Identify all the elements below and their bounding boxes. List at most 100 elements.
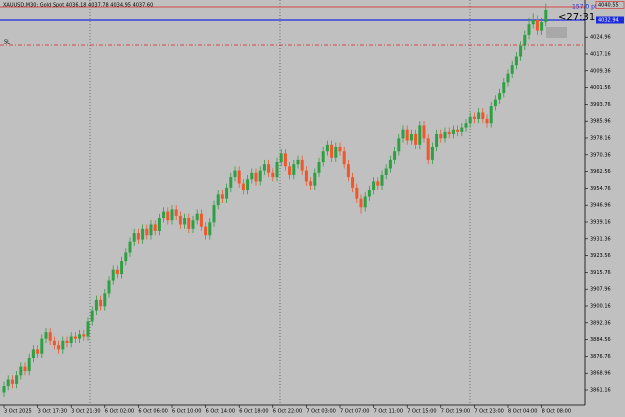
candle-body [418,125,422,145]
candle-body [472,116,476,119]
candle-body [31,349,35,359]
candle-body [90,310,94,322]
candle-body [40,338,44,354]
candle-body [149,224,153,236]
candle-body [485,118,489,124]
candle-body [69,336,73,343]
y-tick-label: 3946.96 [590,203,611,209]
candle-body [531,19,535,25]
candle-body [506,73,510,83]
x-tick-label: 7 Oct 23:00 [474,409,503,415]
candle-body [409,134,413,141]
candle-body [334,146,338,158]
candle-body [82,334,86,337]
candle-body [141,228,145,240]
candle-body [229,177,233,188]
candle-body [510,65,514,74]
candle-body [443,131,447,139]
candle-body [489,106,493,124]
y-tick-label: 3931.36 [590,236,611,242]
x-tick-label: 8 Oct 04:00 [508,409,537,415]
candle-body [136,233,140,240]
candle-body [397,138,401,152]
candle-body [233,170,237,178]
candle-body [519,45,523,57]
candle-body [464,123,468,128]
bid-box [596,16,624,24]
y-tick-label: 3962.56 [590,169,611,175]
candle-body [225,187,229,199]
y-tick-label: 3876.76 [590,354,611,360]
candle-body [254,172,258,182]
candle-body [388,159,392,169]
candle-body [540,22,544,31]
candle-body [292,164,296,175]
candle-body [61,340,65,350]
candle-body [351,177,355,188]
candle-body [94,299,98,311]
candle-body [372,181,376,191]
candle-body [204,226,208,236]
candle-body [27,358,31,371]
x-tick-label: 7 Oct 15:00 [407,409,436,415]
candle-body [535,19,539,31]
candle-body [300,159,304,171]
candle-body [241,183,245,191]
candle-body [288,166,292,175]
sl-label: SL [4,40,10,46]
candle-body [426,138,430,160]
candle-body [451,129,455,135]
candle-body [414,134,418,145]
candle-body [52,340,56,346]
y-tick-label: 3993.76 [590,102,611,108]
candle-body [132,233,136,242]
candle-body [220,194,224,199]
y-tick-label: 3915.76 [590,270,611,276]
y-tick-label: 4009.36 [590,68,611,74]
y-tick-label: 3907.96 [590,287,611,293]
candle-body [460,127,464,132]
candle-body [342,151,346,165]
candle-body [401,129,405,139]
candle-body [527,24,531,35]
y-tick-label: 3978.16 [590,135,611,141]
candle-body [325,144,329,152]
candle-body [237,170,241,184]
candle-body [15,375,19,384]
candle-body [271,172,275,178]
candle-body [120,261,124,275]
y-tick-label: 3954.76 [590,186,611,192]
candle-body [380,174,384,186]
ask-label: 4040.55 [598,3,619,9]
candle-body [363,196,367,208]
candle-body [78,334,82,339]
candle-body [283,153,287,167]
candle-body [267,164,271,173]
ask-box [595,1,625,9]
x-tick-label: 6 Oct 06:00 [138,409,167,415]
x-tick-label: 3 Oct 17:30 [38,409,67,415]
x-tick-label: 7 Oct 07:00 [340,409,369,415]
candle-body [73,336,77,339]
y-tick-label: 3939.16 [590,219,611,225]
candle-body [183,218,187,225]
candle-body [309,181,313,186]
candle-body [430,146,434,160]
candle-body [191,220,195,229]
candle-body [514,56,518,66]
candle-body [195,213,199,221]
candle-body [330,144,334,158]
candle-body [65,340,69,343]
candle-body [128,241,132,253]
x-tick-label: 3 Oct 21:30 [71,409,100,415]
candle-body [2,386,6,393]
x-tick-label: 6 Oct 10:00 [172,409,201,415]
candle-body [262,164,266,171]
y-tick-label: 4024.96 [590,35,611,41]
candle-body [19,366,23,376]
y-tick-label: 3892.36 [590,320,611,326]
candle-body [36,349,40,354]
candle-body [107,280,111,294]
candle-body [111,269,115,281]
